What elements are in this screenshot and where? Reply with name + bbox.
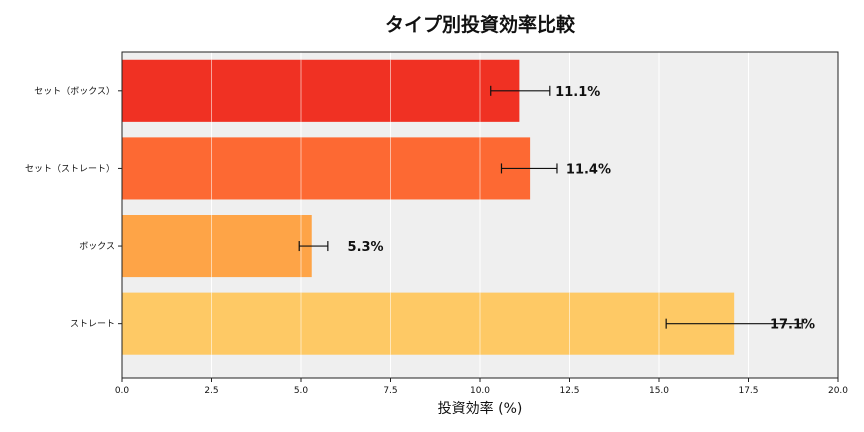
- data-label: 11.1%: [555, 85, 600, 100]
- x-tick-label: 10.0: [470, 386, 490, 396]
- plot-frame: [121, 51, 839, 379]
- category-label: ボックス: [79, 241, 115, 252]
- x-tick-label: 15.0: [649, 386, 669, 396]
- x-tick-label: 5.0: [294, 386, 309, 396]
- x-tick-label: 20.0: [828, 386, 848, 396]
- category-label: セット（ボックス）: [34, 86, 115, 97]
- category-label: ストレート: [70, 320, 115, 330]
- chart-title: タイプ別投資効率比較: [385, 13, 576, 36]
- x-tick-label: 17.5: [738, 386, 758, 396]
- data-label-layer: 11.1% 11.4% 5.3% 17.1%: [348, 85, 816, 333]
- bar: [122, 215, 312, 278]
- x-tick-label: 12.5: [559, 386, 579, 396]
- x-axis-label: 投資効率 (%): [438, 400, 523, 417]
- x-tick-label: 7.5: [383, 386, 397, 396]
- data-label: 11.4%: [566, 162, 611, 177]
- x-tick-label: 0.0: [115, 386, 130, 396]
- data-label: 5.3%: [348, 240, 384, 255]
- category-label: セット（ストレート）: [25, 163, 115, 174]
- x-tick-label: 2.5: [204, 386, 218, 396]
- bar-layer: [122, 59, 735, 355]
- data-label: 17.1%: [770, 318, 815, 333]
- bar: [122, 137, 531, 200]
- bar: [122, 292, 735, 355]
- x-tick-layer: 0.0 2.5 5.0 7.5 10.0 12.5 15.0 17.5 20.0: [115, 378, 848, 396]
- bar: [122, 59, 520, 122]
- error-bar-layer: [298, 85, 803, 329]
